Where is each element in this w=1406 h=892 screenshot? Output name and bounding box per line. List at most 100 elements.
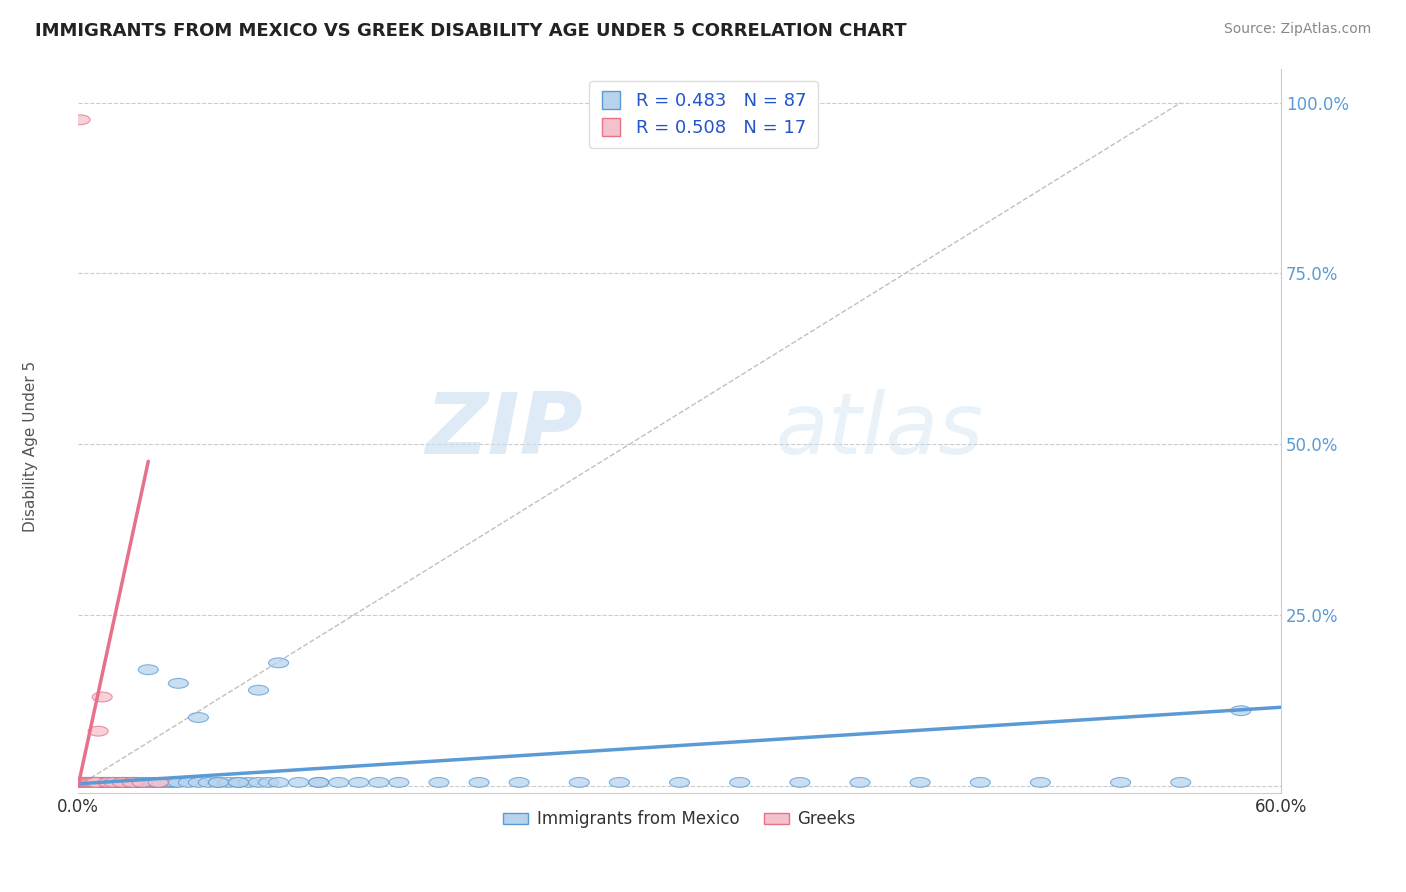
- Ellipse shape: [112, 778, 132, 788]
- Ellipse shape: [259, 778, 278, 788]
- Ellipse shape: [429, 778, 449, 788]
- Ellipse shape: [76, 778, 96, 788]
- Ellipse shape: [148, 778, 169, 788]
- Ellipse shape: [309, 778, 329, 788]
- Ellipse shape: [1171, 778, 1191, 788]
- Text: atlas: atlas: [776, 389, 984, 472]
- Ellipse shape: [389, 778, 409, 788]
- Ellipse shape: [72, 778, 93, 788]
- Ellipse shape: [70, 115, 90, 125]
- Ellipse shape: [107, 778, 127, 788]
- Ellipse shape: [228, 778, 249, 788]
- Ellipse shape: [89, 726, 108, 736]
- Ellipse shape: [80, 778, 100, 788]
- Ellipse shape: [75, 778, 94, 788]
- Ellipse shape: [156, 778, 176, 788]
- Ellipse shape: [138, 665, 159, 674]
- Ellipse shape: [122, 778, 142, 788]
- Ellipse shape: [118, 778, 138, 788]
- Ellipse shape: [851, 778, 870, 788]
- Ellipse shape: [89, 778, 108, 788]
- Ellipse shape: [75, 778, 94, 788]
- Ellipse shape: [127, 778, 146, 788]
- Ellipse shape: [84, 778, 104, 788]
- Text: IMMIGRANTS FROM MEXICO VS GREEK DISABILITY AGE UNDER 5 CORRELATION CHART: IMMIGRANTS FROM MEXICO VS GREEK DISABILI…: [35, 22, 907, 40]
- Ellipse shape: [86, 778, 107, 788]
- Ellipse shape: [152, 778, 173, 788]
- Ellipse shape: [79, 778, 98, 788]
- Ellipse shape: [100, 778, 121, 788]
- Ellipse shape: [609, 778, 630, 788]
- Ellipse shape: [70, 778, 90, 788]
- Ellipse shape: [94, 778, 114, 788]
- Ellipse shape: [165, 778, 184, 788]
- Ellipse shape: [103, 778, 122, 788]
- Ellipse shape: [208, 778, 228, 788]
- Ellipse shape: [288, 778, 309, 788]
- Ellipse shape: [72, 778, 93, 788]
- Ellipse shape: [124, 778, 145, 788]
- Ellipse shape: [98, 778, 118, 788]
- Ellipse shape: [309, 778, 329, 788]
- Ellipse shape: [160, 778, 180, 788]
- Ellipse shape: [239, 778, 259, 788]
- Text: Disability Age Under 5: Disability Age Under 5: [24, 360, 38, 532]
- Ellipse shape: [86, 778, 107, 788]
- Ellipse shape: [730, 778, 749, 788]
- Ellipse shape: [110, 778, 131, 788]
- Ellipse shape: [208, 778, 228, 788]
- Ellipse shape: [790, 778, 810, 788]
- Ellipse shape: [93, 778, 112, 788]
- Ellipse shape: [124, 778, 145, 788]
- Ellipse shape: [86, 778, 107, 788]
- Legend: Immigrants from Mexico, Greeks: Immigrants from Mexico, Greeks: [496, 804, 862, 835]
- Ellipse shape: [80, 778, 100, 788]
- Ellipse shape: [117, 778, 136, 788]
- Ellipse shape: [79, 778, 98, 788]
- Ellipse shape: [136, 778, 156, 788]
- Ellipse shape: [269, 778, 288, 788]
- Ellipse shape: [104, 778, 124, 788]
- Ellipse shape: [188, 713, 208, 723]
- Ellipse shape: [470, 778, 489, 788]
- Ellipse shape: [509, 778, 529, 788]
- Ellipse shape: [148, 778, 169, 788]
- Ellipse shape: [249, 685, 269, 695]
- Ellipse shape: [169, 778, 188, 788]
- Ellipse shape: [141, 778, 160, 788]
- Ellipse shape: [145, 778, 165, 788]
- Ellipse shape: [112, 778, 132, 788]
- Ellipse shape: [228, 778, 249, 788]
- Text: Source: ZipAtlas.com: Source: ZipAtlas.com: [1223, 22, 1371, 37]
- Text: ZIP: ZIP: [426, 389, 583, 472]
- Ellipse shape: [269, 658, 288, 668]
- Ellipse shape: [188, 778, 208, 788]
- Ellipse shape: [329, 778, 349, 788]
- Ellipse shape: [198, 778, 218, 788]
- Ellipse shape: [96, 778, 117, 788]
- Ellipse shape: [1031, 778, 1050, 788]
- Ellipse shape: [104, 778, 124, 788]
- Ellipse shape: [80, 778, 100, 788]
- Ellipse shape: [121, 778, 141, 788]
- Ellipse shape: [349, 778, 368, 788]
- Ellipse shape: [132, 778, 152, 788]
- Ellipse shape: [669, 778, 689, 788]
- Ellipse shape: [93, 692, 112, 702]
- Ellipse shape: [368, 778, 389, 788]
- Ellipse shape: [82, 778, 103, 788]
- Ellipse shape: [94, 778, 114, 788]
- Ellipse shape: [1111, 778, 1130, 788]
- Ellipse shape: [82, 778, 103, 788]
- Ellipse shape: [169, 679, 188, 689]
- Ellipse shape: [249, 778, 269, 788]
- Ellipse shape: [970, 778, 990, 788]
- Ellipse shape: [98, 778, 118, 788]
- Ellipse shape: [148, 778, 169, 788]
- Ellipse shape: [90, 778, 110, 788]
- Ellipse shape: [128, 778, 148, 788]
- Ellipse shape: [108, 778, 128, 788]
- Ellipse shape: [114, 778, 134, 788]
- Ellipse shape: [218, 778, 239, 788]
- Ellipse shape: [910, 778, 931, 788]
